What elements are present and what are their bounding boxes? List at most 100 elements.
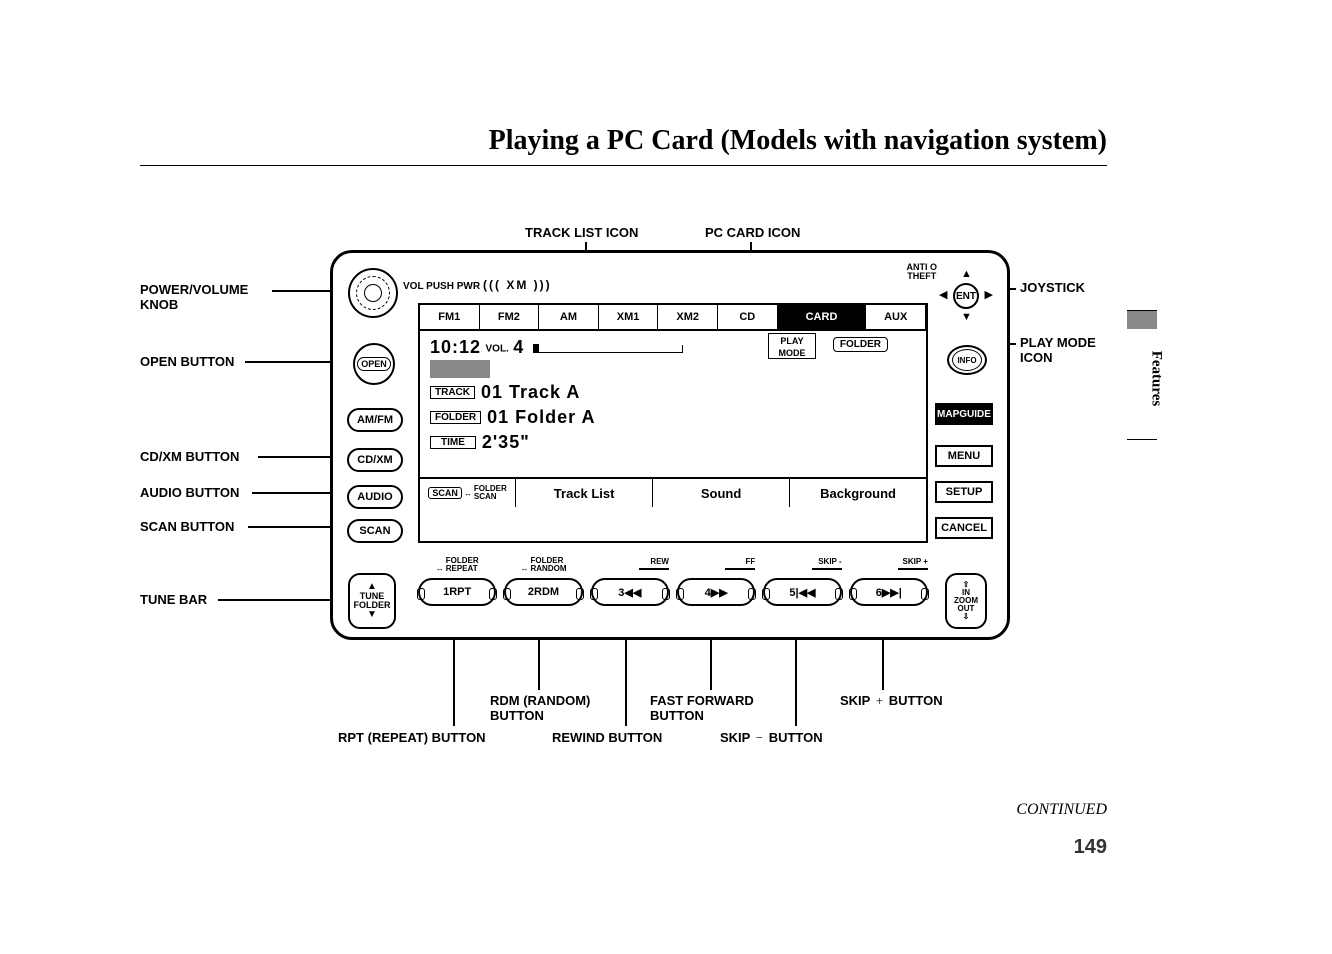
text: BUTTON (650, 708, 704, 723)
time-row: TIME 2'35" (430, 432, 916, 453)
volume-knob[interactable] (348, 268, 398, 318)
info-button-label: INFO (952, 349, 982, 371)
text: MODE (779, 348, 806, 358)
spectrum-icon (430, 360, 490, 378)
tab-card[interactable]: CARD (778, 305, 867, 329)
callout-line (625, 630, 627, 726)
arrow-icon: ↔ (520, 564, 528, 573)
underline (898, 568, 928, 570)
screen-main: 10:12 VOL. 4 PLAY MODE FOLDER TRACK 01 T… (420, 331, 926, 477)
arrow-icon: ↔ (436, 564, 444, 573)
callout-skip-plus: SKIP + BUTTON (840, 693, 943, 709)
track-chip: TRACK (430, 386, 475, 399)
info-button[interactable]: INFO (947, 345, 987, 375)
joystick-up-icon: ▲ (961, 269, 972, 280)
joystick-down-icon: ▼ (961, 312, 972, 323)
joystick[interactable]: ENT ▲ ▼ ◀ ▶ (943, 273, 989, 319)
track-list-button[interactable]: Track List (516, 479, 653, 507)
t: SCAN (474, 492, 497, 501)
preset-1-rpt[interactable]: 1RPT (418, 578, 496, 606)
preset-2-rdm[interactable]: 2RDM (504, 578, 582, 606)
t: RANDOM (530, 564, 566, 573)
sound-button[interactable]: Sound (653, 479, 790, 507)
mapguide-button[interactable]: MAPGUIDE (935, 403, 993, 425)
callout-line (218, 599, 340, 601)
callout-power-volume: POWER/VOLUME KNOB (140, 282, 248, 312)
preset-label-5: SKIP - (763, 553, 841, 573)
folder-chip: FOLDER (430, 411, 481, 424)
cdxm-button[interactable]: CD/XM (347, 448, 403, 472)
page-title: Playing a PC Card (Models with navigatio… (489, 125, 1107, 157)
callout-pc-card-icon: PC CARD ICON (705, 225, 800, 240)
preset-label-4: FF (677, 553, 755, 573)
setup-button[interactable]: SETUP (935, 481, 993, 503)
callout-rewind-button: REWIND BUTTON (552, 730, 662, 745)
callout-cdxm-button: CD/XM BUTTON (140, 449, 239, 464)
preset-6-skip-fwd[interactable]: 6▶▶| (850, 578, 928, 606)
plus-icon: + (876, 693, 883, 708)
t: SKIP + (903, 557, 928, 566)
callout-tune-bar: TUNE BAR (140, 592, 207, 607)
tab-cd[interactable]: CD (718, 305, 778, 329)
play-mode-icon[interactable]: PLAY MODE (768, 333, 816, 359)
preset-4-ff[interactable]: 4▶▶ (677, 578, 755, 606)
source-tabs: FM1 FM2 AM XM1 XM2 CD CARD AUX (420, 305, 926, 331)
joystick-right-icon: ▶ (985, 290, 993, 301)
text: FOLDER SCAN (474, 485, 507, 501)
menu-button[interactable]: MENU (935, 445, 993, 467)
preset-row: 1RPT 2RDM 3◀◀ 4▶▶ 5|◀◀ 6▶▶| (418, 578, 928, 606)
tab-aux[interactable]: AUX (866, 305, 926, 329)
preset-3-rew[interactable]: 3◀◀ (591, 578, 669, 606)
audio-panel: VOL PUSH PWR ((( XM ))) ANTI O THEFT ENT… (330, 250, 1010, 640)
tab-xm1[interactable]: XM1 (599, 305, 659, 329)
preset-5-skip-back[interactable]: 5|◀◀ (763, 578, 841, 606)
preset-label-1: ↔ FOLDER REPEAT (418, 553, 496, 573)
callout-line (272, 290, 334, 292)
folder-number: 01 (487, 407, 509, 428)
amfm-button[interactable]: AM/FM (347, 408, 403, 432)
text: BUTTON (889, 693, 943, 708)
folder-row: FOLDER 01 Folder A (430, 407, 916, 428)
track-row: TRACK 01 Track A (430, 382, 916, 403)
clock-time: 10:12 (430, 337, 481, 357)
preset-label-3: REW (591, 553, 669, 573)
down-arrow-icon: ▼ (367, 610, 377, 620)
tab-fm1[interactable]: FM1 (420, 305, 480, 329)
callout-line (795, 630, 797, 726)
text: SKIP (720, 730, 750, 745)
preset-label-2: ↔ FOLDER RANDOM (504, 553, 582, 573)
volume-knob-label: VOL PUSH PWR (403, 281, 480, 292)
open-button[interactable]: OPEN (353, 343, 395, 385)
t: SKIP - (818, 557, 841, 566)
cancel-button[interactable]: CANCEL (935, 517, 993, 539)
zoom-out-icon: ⇩ (963, 613, 970, 621)
zoom-button[interactable]: ⇧ IN ZOOM OUT ⇩ (945, 573, 987, 629)
tab-fm2[interactable]: FM2 (480, 305, 540, 329)
text: SKIP (840, 693, 870, 708)
tab-am[interactable]: AM (539, 305, 599, 329)
text: RDM (RANDOM) (490, 693, 590, 708)
folder-chip-button[interactable]: FOLDER (833, 337, 888, 352)
elapsed-time: 2'35" (482, 432, 530, 453)
joystick-left-icon: ◀ (939, 290, 947, 301)
text: THEFT (907, 271, 936, 281)
callout-ff-button: FAST FORWARD BUTTON (650, 693, 754, 723)
tune-folder-bar[interactable]: ▲ TUNE FOLDER ▼ (348, 573, 396, 629)
underline (639, 568, 669, 570)
tab-xm2[interactable]: XM2 (658, 305, 718, 329)
vol-prefix: VOL. (486, 343, 509, 354)
audio-button[interactable]: AUDIO (347, 485, 403, 509)
anti-theft-label: ANTI O THEFT (907, 263, 938, 281)
scan-button[interactable]: SCAN (347, 519, 403, 543)
background-button[interactable]: Background (790, 479, 926, 507)
text: PLAY (780, 336, 803, 346)
side-tab-label: Features (1148, 351, 1165, 407)
text: KNOB (140, 297, 178, 312)
arrow-icon: ↔ (464, 489, 472, 498)
ent-button[interactable]: ENT (953, 283, 979, 309)
text: ICON (1020, 350, 1053, 365)
callout-scan-button: SCAN BUTTON (140, 519, 234, 534)
callout-skip-minus: SKIP − BUTTON (720, 730, 823, 746)
track-name: Track A (509, 382, 580, 403)
underline (725, 568, 755, 570)
